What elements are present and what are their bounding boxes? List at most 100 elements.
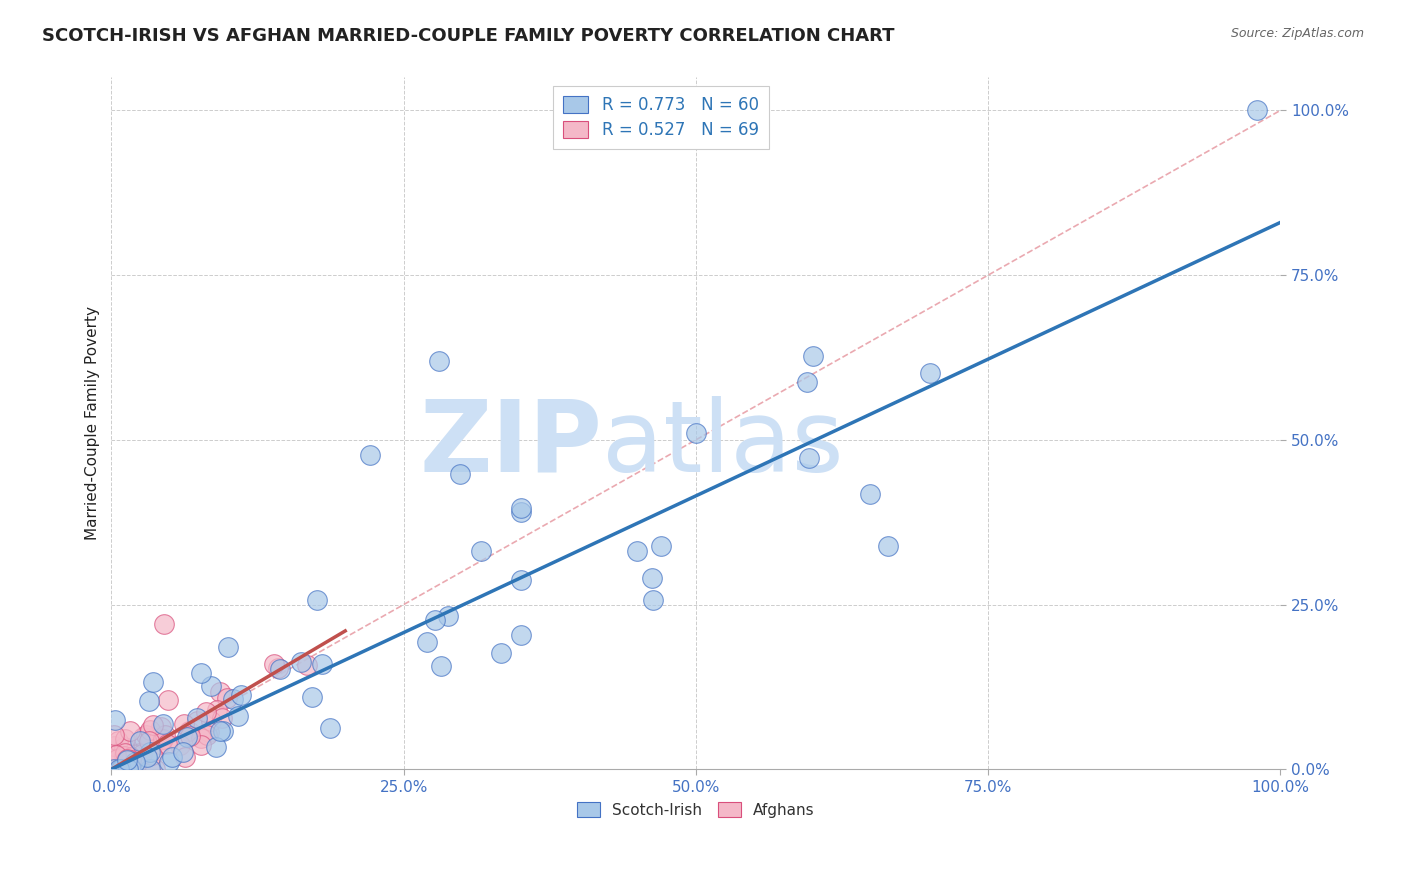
Scotch-Irish bbox=[186, 711, 208, 725]
Afghans bbox=[112, 739, 135, 754]
Afghans bbox=[169, 738, 191, 752]
Scotch-Irish bbox=[217, 640, 239, 654]
Afghans bbox=[111, 762, 134, 776]
Afghans bbox=[209, 685, 232, 699]
Afghans bbox=[198, 725, 221, 739]
Afghans bbox=[295, 658, 318, 673]
Afghans bbox=[114, 762, 136, 776]
Afghans bbox=[101, 762, 124, 776]
Scotch-Irish bbox=[229, 688, 252, 702]
Afghans bbox=[138, 734, 160, 748]
Scotch-Irish bbox=[650, 539, 672, 553]
Scotch-Irish bbox=[212, 723, 235, 738]
Afghans bbox=[117, 752, 139, 766]
Scotch-Irish bbox=[176, 730, 198, 744]
Scotch-Irish bbox=[859, 486, 882, 500]
Scotch-Irish bbox=[152, 716, 174, 731]
Afghans bbox=[132, 730, 155, 744]
Afghans bbox=[263, 657, 285, 672]
Afghans bbox=[152, 731, 174, 746]
Afghans bbox=[105, 747, 128, 762]
Afghans bbox=[177, 723, 200, 738]
Scotch-Irish bbox=[228, 709, 250, 723]
Afghans bbox=[139, 731, 162, 746]
Afghans bbox=[101, 762, 124, 776]
Scotch-Irish bbox=[157, 755, 180, 769]
Scotch-Irish bbox=[138, 762, 160, 776]
Scotch-Irish bbox=[136, 750, 159, 764]
Afghans bbox=[114, 746, 136, 760]
Afghans bbox=[148, 731, 170, 746]
Afghans bbox=[118, 762, 141, 776]
Scotch-Irish bbox=[209, 724, 232, 739]
Scotch-Irish bbox=[318, 721, 340, 735]
Afghans bbox=[173, 716, 195, 731]
Afghans bbox=[131, 747, 153, 761]
Scotch-Irish bbox=[138, 694, 160, 708]
Afghans bbox=[120, 723, 142, 738]
Scotch-Irish bbox=[877, 539, 900, 553]
Scotch-Irish bbox=[204, 740, 226, 755]
Afghans bbox=[174, 750, 197, 764]
Afghans bbox=[149, 720, 172, 734]
Afghans bbox=[195, 728, 218, 742]
Afghans bbox=[207, 703, 229, 717]
Scotch-Irish bbox=[509, 573, 531, 587]
Afghans bbox=[115, 762, 138, 776]
Afghans bbox=[157, 693, 180, 707]
Scotch-Irish bbox=[139, 745, 162, 759]
Scotch-Irish bbox=[103, 762, 125, 776]
Afghans bbox=[153, 617, 176, 632]
Afghans bbox=[195, 705, 218, 719]
Scotch-Irish bbox=[115, 753, 138, 767]
Scotch-Irish bbox=[509, 628, 531, 642]
Scotch-Irish bbox=[359, 448, 381, 462]
Afghans bbox=[128, 746, 150, 760]
Afghans bbox=[118, 752, 141, 766]
Scotch-Irish bbox=[200, 679, 222, 693]
Scotch-Irish bbox=[290, 655, 312, 669]
Afghans bbox=[112, 749, 135, 764]
Text: Source: ZipAtlas.com: Source: ZipAtlas.com bbox=[1230, 27, 1364, 40]
Scotch-Irish bbox=[104, 714, 127, 728]
Scotch-Irish bbox=[416, 634, 439, 648]
Afghans bbox=[111, 762, 134, 776]
Scotch-Irish bbox=[128, 734, 150, 748]
Afghans bbox=[186, 714, 208, 728]
Afghans bbox=[190, 739, 212, 753]
Scotch-Irish bbox=[110, 762, 132, 776]
Afghans bbox=[122, 758, 145, 772]
Scotch-Irish bbox=[641, 593, 664, 607]
Afghans bbox=[142, 718, 165, 732]
Afghans bbox=[141, 747, 163, 762]
Scotch-Irish bbox=[685, 426, 707, 441]
Afghans bbox=[120, 750, 142, 764]
Scotch-Irish bbox=[124, 755, 146, 769]
Scotch-Irish bbox=[796, 376, 818, 390]
Scotch-Irish bbox=[162, 749, 184, 764]
Scotch-Irish bbox=[449, 467, 471, 481]
Afghans bbox=[103, 728, 125, 742]
Scotch-Irish bbox=[509, 505, 531, 519]
Scotch-Irish bbox=[801, 350, 824, 364]
Scotch-Irish bbox=[301, 690, 323, 705]
Afghans bbox=[105, 748, 128, 763]
Scotch-Irish bbox=[626, 543, 648, 558]
Afghans bbox=[103, 762, 125, 776]
Afghans bbox=[114, 731, 136, 746]
Afghans bbox=[149, 737, 172, 751]
Scotch-Irish bbox=[1246, 103, 1268, 118]
Afghans bbox=[120, 753, 142, 767]
Afghans bbox=[138, 723, 160, 737]
Scotch-Irish bbox=[918, 366, 941, 380]
Scotch-Irish bbox=[427, 353, 450, 368]
Scotch-Irish bbox=[190, 665, 212, 680]
Legend: Scotch-Irish, Afghans: Scotch-Irish, Afghans bbox=[571, 796, 821, 824]
Afghans bbox=[114, 761, 136, 775]
Afghans bbox=[112, 739, 135, 754]
Scotch-Irish bbox=[430, 659, 453, 673]
Scotch-Irish bbox=[117, 762, 139, 776]
Afghans bbox=[103, 762, 125, 776]
Afghans bbox=[153, 728, 176, 742]
Scotch-Irish bbox=[797, 450, 820, 465]
